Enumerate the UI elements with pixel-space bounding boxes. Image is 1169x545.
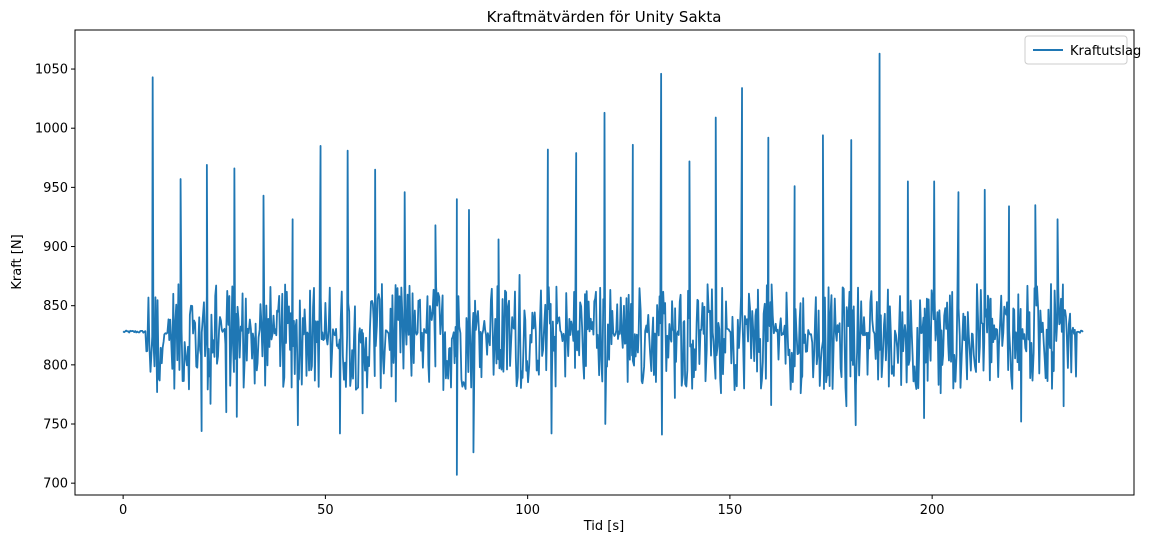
y-tick-label: 900: [43, 240, 68, 255]
x-tick-label: 100: [515, 503, 540, 518]
series-line-kraftutslag: [122, 52, 1084, 476]
axis-ticks: 0 50 100 150 200 700 750 800 850 900 950 1000 1050: [35, 63, 945, 518]
x-tick-label: 50: [317, 503, 334, 518]
y-axis-title: Kraft [N]: [10, 234, 25, 289]
chart-title: Kraftmätvärden för Unity Sakta: [487, 8, 722, 26]
y-tick-label: 1000: [35, 122, 68, 137]
x-axis-title: Tid [s]: [583, 519, 624, 534]
legend-label: Kraftutslag: [1070, 44, 1141, 59]
y-tick-label: 750: [43, 418, 68, 433]
legend-box: [1024, 35, 1128, 65]
plot-frame: [74, 29, 1135, 496]
y-tick-label: 700: [43, 477, 68, 492]
x-tick-label: 150: [717, 503, 742, 518]
y-tick-label: 850: [43, 299, 68, 314]
x-tick-label: 0: [119, 503, 127, 518]
y-tick-label: 1050: [35, 63, 68, 78]
y-tick-label: 950: [43, 181, 68, 196]
plot-area: 0 50 100 150 200 700 750 800 850 900 950 1000 1050: [35, 29, 1135, 518]
x-tick-label: 200: [920, 503, 945, 518]
legend: Kraftutslag: [1024, 35, 1141, 65]
y-tick-label: 800: [43, 358, 68, 373]
